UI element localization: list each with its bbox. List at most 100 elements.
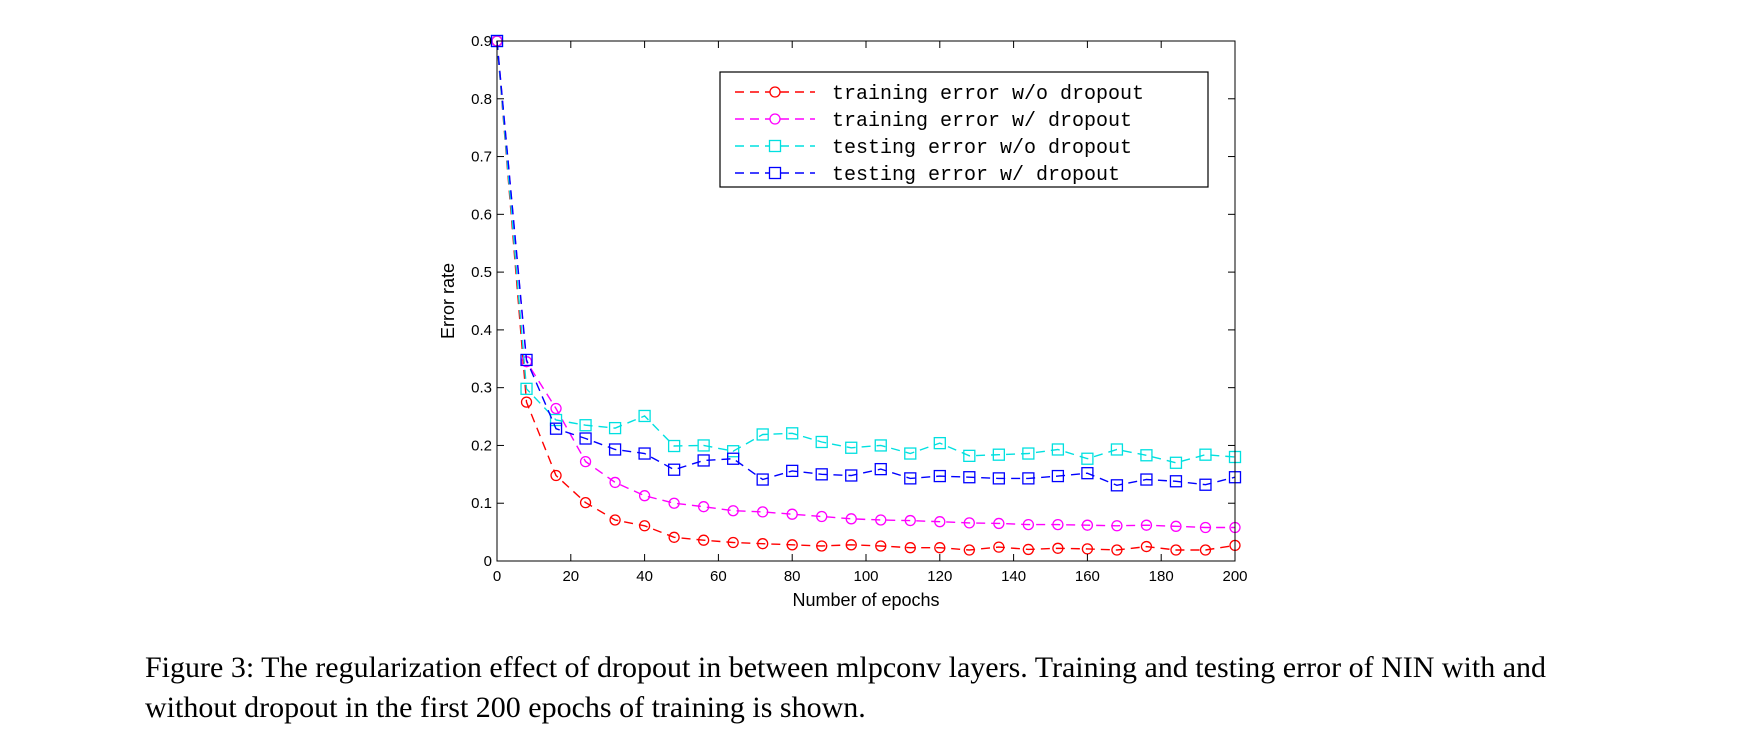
series-4-point xyxy=(874,462,887,476)
series-2-point xyxy=(1140,519,1153,531)
series-1-point xyxy=(1022,543,1035,556)
x-tick-label: 200 xyxy=(1222,568,1247,585)
series-3-point xyxy=(933,436,946,450)
series-3-point xyxy=(845,441,858,454)
series-4-point xyxy=(1110,479,1124,492)
series-2-point xyxy=(1022,518,1035,531)
x-tick-label: 80 xyxy=(784,568,801,585)
series-3-point xyxy=(1051,443,1065,456)
axes-layer: 0 20 40 60 80 100 120 140 160 180 200 0 0.1 0.2 0.3 0.4… xyxy=(438,33,1248,610)
series-3-point xyxy=(963,449,976,462)
series-4-point xyxy=(1169,475,1183,488)
series-1-point xyxy=(638,520,651,532)
legend-box xyxy=(719,71,1209,188)
series-2-point xyxy=(1081,519,1094,531)
series-3-point xyxy=(608,421,622,435)
x-tick-label: 40 xyxy=(636,568,653,585)
series-2-point xyxy=(1052,518,1064,531)
series-1-point xyxy=(845,539,857,551)
legend-marker-1 xyxy=(769,86,781,98)
y-tick-label: 0.6 xyxy=(471,206,492,223)
y-tick-label: 0.1 xyxy=(471,495,492,512)
series-3-point xyxy=(904,447,917,460)
series-4-point xyxy=(549,422,563,435)
x-tick-label: 120 xyxy=(927,568,952,585)
series-1-point xyxy=(757,538,769,550)
y-axis-label: Error rate xyxy=(438,263,458,339)
legend-label-2: training error w/ dropout xyxy=(832,110,1132,133)
series-2-point xyxy=(1170,520,1182,532)
series-4-point xyxy=(638,447,651,460)
x-tick-label: 180 xyxy=(1149,568,1174,585)
series-2-point xyxy=(904,514,916,527)
series-4-point xyxy=(1051,469,1065,483)
series-4-point xyxy=(1022,472,1035,485)
series-3-point xyxy=(697,439,710,452)
series-4-point xyxy=(608,443,622,456)
series-2-point xyxy=(727,505,739,517)
series-1-point xyxy=(816,540,828,552)
series-4-point xyxy=(697,454,710,467)
series-2-point xyxy=(934,516,946,528)
x-tick-label: 0 xyxy=(493,568,501,585)
series-4-point xyxy=(1140,473,1153,486)
series-line-4 xyxy=(496,40,1236,487)
series-2-point xyxy=(993,517,1005,530)
series-1-point xyxy=(786,539,798,551)
series-1-point xyxy=(934,542,946,554)
series-4-point xyxy=(667,463,681,476)
series-4-point xyxy=(1199,478,1212,491)
series-1-point xyxy=(1199,544,1212,556)
series-3-point xyxy=(756,428,769,441)
series-line-1 xyxy=(496,40,1236,551)
y-tick-label: 0.9 xyxy=(471,33,492,50)
series-1-point xyxy=(963,544,975,556)
series-2-point xyxy=(816,510,828,523)
series-3-point xyxy=(727,445,740,458)
x-axis-label: Number of epochs xyxy=(792,590,939,610)
series-2-point xyxy=(638,490,651,502)
series-3-point xyxy=(992,448,1005,461)
series-3-point xyxy=(1169,456,1183,469)
y-tick-label: 0.3 xyxy=(471,380,492,397)
legend-marker-4 xyxy=(768,166,782,180)
series-1-point xyxy=(993,541,1005,553)
series-4-point xyxy=(727,452,740,465)
series-3-point xyxy=(549,413,563,427)
series-4-point xyxy=(904,472,917,485)
series-1-point xyxy=(1111,544,1123,556)
series-3-point xyxy=(638,409,651,423)
series-1-point xyxy=(1052,542,1064,554)
series-3-point xyxy=(1140,449,1153,462)
series-2-point xyxy=(963,517,975,529)
series-4-point xyxy=(963,471,976,484)
series-1-point xyxy=(520,396,533,408)
series-1-point xyxy=(609,514,621,526)
series-layer xyxy=(490,34,1242,556)
series-3-point xyxy=(815,435,828,449)
y-tick-label: 0 xyxy=(484,553,492,570)
y-tick-label: 0.8 xyxy=(471,91,492,108)
legend-marker-2 xyxy=(769,113,781,125)
legend-label-3: testing error w/o dropout xyxy=(832,137,1132,160)
series-1-point xyxy=(668,531,680,543)
series-2-point xyxy=(875,514,887,526)
x-tick-label: 20 xyxy=(562,568,579,585)
legend: training error w/o dropout training error… xyxy=(719,71,1209,188)
series-3-point xyxy=(1022,447,1035,460)
figure-caption: Figure 3: The regularization effect of d… xyxy=(145,651,1547,724)
series-2-point xyxy=(845,513,857,525)
x-tick-label: 60 xyxy=(710,568,727,585)
series-2-point xyxy=(609,476,621,489)
legend-label-4: testing error w/ dropout xyxy=(832,164,1120,187)
series-2-point xyxy=(697,501,710,513)
series-1-point xyxy=(550,469,562,482)
x-tick-label: 100 xyxy=(853,568,878,585)
y-tick-label: 0.7 xyxy=(471,149,492,166)
series-3-point xyxy=(874,439,887,452)
series-4-point xyxy=(992,472,1005,485)
series-4-point xyxy=(579,432,592,445)
series-3-point xyxy=(1081,452,1094,465)
series-4-point xyxy=(933,469,946,483)
